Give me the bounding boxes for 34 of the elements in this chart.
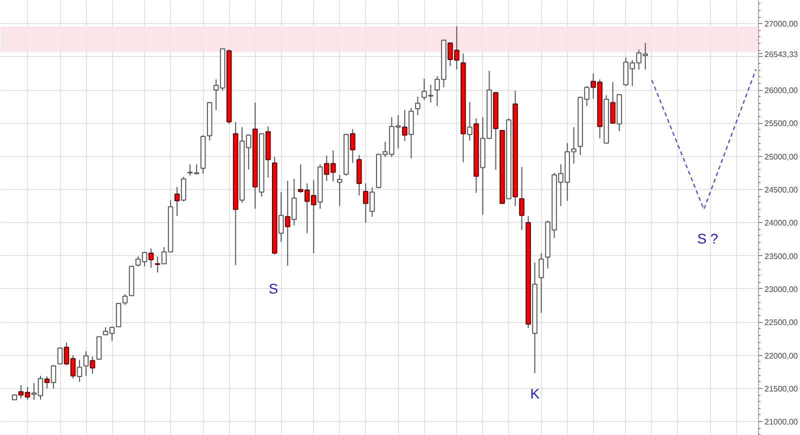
y-tick-label: 27000,00 <box>764 20 798 29</box>
y-tick-label: 26000,00 <box>764 86 798 96</box>
candlestick <box>116 302 122 328</box>
y-tick-label: 22500,00 <box>764 318 798 328</box>
y-tick-label: 23500,00 <box>764 252 798 261</box>
candlestick <box>356 154 362 196</box>
annotation: S ? <box>697 230 718 246</box>
candlestick <box>96 336 102 360</box>
candlestick <box>337 174 342 207</box>
y-tick-label: 23000,00 <box>764 284 798 294</box>
y-tick-label: 21000,00 <box>764 418 798 427</box>
y-tick-label: 25500,00 <box>764 119 798 128</box>
candlestick <box>408 107 414 159</box>
candlestick <box>519 166 524 230</box>
y-tick-label: 25000,00 <box>764 152 798 162</box>
y-tick-label: 26543,33 <box>764 50 798 59</box>
candlestick <box>83 350 89 376</box>
candlestick <box>278 192 284 242</box>
annotation: S <box>268 280 278 296</box>
candlestick <box>467 101 472 141</box>
y-tick-label: 22000,00 <box>764 351 798 360</box>
candlestick <box>370 186 375 218</box>
candlestick <box>76 359 82 382</box>
candlestick <box>291 178 297 226</box>
candlestick <box>180 176 186 202</box>
candlestick <box>122 294 128 306</box>
annotation: K <box>530 385 540 402</box>
y-tick-label: 24000,00 <box>764 218 798 228</box>
y-tick-label: 21500,00 <box>764 384 798 394</box>
y-tick-label: 24500,00 <box>764 185 798 194</box>
candlestick <box>538 252 544 314</box>
candlestick <box>50 364 56 389</box>
candlestick <box>415 96 420 116</box>
candlestick <box>57 347 63 364</box>
